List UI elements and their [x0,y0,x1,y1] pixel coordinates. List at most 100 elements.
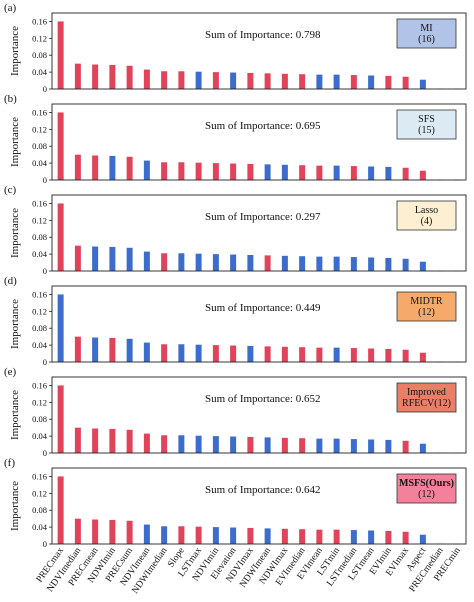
bar-PRECsum [126,338,133,362]
bar-EVImean [316,165,323,180]
bar-PRECmax [57,112,64,180]
y-axis-label: Importance [9,117,21,167]
bar-NDVImedian [74,245,81,271]
method-count: (15) [418,125,435,136]
bar-Slope [178,526,185,544]
bar-LSTmax [195,344,202,362]
bar-LSTmedian [350,257,357,271]
y-tick-label: 0.12 [32,33,47,43]
bar-Slope [178,162,185,180]
bar-NDVImin [212,72,219,89]
y-tick-label: 0.08 [32,232,47,242]
bar-NDWImedian [161,71,168,89]
bar-NDWImax [281,164,288,180]
bar-NDVImax [247,436,254,453]
y-tick-label: 0.16 [32,16,47,26]
bar-PRECsum [126,247,133,271]
bar-NDWImax [281,528,288,544]
y-tick-label: 0 [43,448,47,458]
y-tick-label: 0 [43,357,47,367]
plot-frame [51,285,467,363]
bar-PRECmean [92,155,99,180]
method-box [396,382,457,413]
y-tick-label: 0.16 [32,289,47,299]
bar-NDWImedian [161,435,168,453]
bar-Aspect [419,352,426,362]
bar-PRECmean [92,64,99,89]
y-tick-label: 0.12 [32,215,47,225]
bar-NDVImean [143,251,150,271]
method-box [396,18,457,49]
bar-Slope [178,435,185,453]
bar-LSTmean [368,530,375,544]
bar-NDVImean [143,160,150,180]
plot-frame [51,467,467,545]
panel-b: (b) Importance 0 0.04 0.08 0.12 0.16 Sum of Imp… [4,93,467,185]
bar-NDWImin [109,155,116,180]
bar-NDVImax [247,72,254,89]
bar-Elevation [230,72,237,89]
panel-e: (e) Importance 0 0.04 0.08 0.12 0.16 Sum of Imp… [4,366,467,458]
panel-letter: (e) [4,366,17,378]
panel-letter: (f) [4,457,15,469]
method-box [396,291,457,322]
bar-LSTmean [368,166,375,180]
bar-LSTmax [195,526,202,544]
panel-f: (f) Importance 0 0.04 0.08 0.12 0.16 Sum of Imp… [4,457,467,549]
sum-of-importance: Sum of Importance: 0.642 [205,484,320,496]
method-name: Lasso [415,205,438,216]
bar-LSTmin [333,347,340,362]
bar-EVImax [402,258,409,271]
bar-EVImin [385,530,392,544]
bar-Elevation [230,436,237,453]
panel-letter: (b) [4,93,17,105]
bar-LSTmin [333,529,340,544]
bar-NDVImax [247,345,254,362]
bar-NDWImin [109,64,116,89]
bar-PRECmean [92,246,99,271]
bar-LSTmedian [350,166,357,180]
bar-EVImin [385,348,392,362]
bar-EVImean [316,256,323,271]
bar-PRECmax [57,385,64,453]
y-axis-label: Importance [9,208,21,258]
bar-PRECsum [126,156,133,180]
y-tick-label: 0.04 [32,522,48,532]
bar-EVImax [402,349,409,362]
bar-NDWImedian [161,344,168,362]
y-tick-label: 0.08 [32,323,47,333]
bar-LSTmedian [350,530,357,544]
bar-NDWImedian [161,253,168,271]
method-name: MSFS(Ours) [399,478,454,489]
bar-NDWImin [109,337,116,362]
bar-Aspect [419,534,426,544]
y-tick-label: 0.04 [32,340,48,350]
panel-letter: (a) [4,2,17,14]
method-count: (4) [421,216,433,227]
bar-EVImedian [299,165,306,180]
bar-EVImin [385,257,392,271]
y-tick-label: 0.16 [32,107,47,117]
bar-NDWImin [109,246,116,271]
y-tick-label: 0.08 [32,50,47,60]
method-name: SFS [418,114,435,125]
method-count: (12) [418,307,435,318]
bar-PRECmax [57,21,64,90]
y-tick-label: 0.16 [32,471,47,481]
bar-PRECmean [92,428,99,453]
bar-Slope [178,344,185,362]
bar-Aspect [419,443,426,453]
bar-EVImean [316,74,323,89]
sum-of-importance: Sum of Importance: 0.652 [205,393,320,405]
bar-Slope [178,71,185,89]
bar-LSTmean [368,348,375,362]
bar-EVImax [402,76,409,89]
y-tick-label: 0.08 [32,141,47,151]
bar-PRECsum [126,520,133,544]
bar-NDWImean [264,528,271,544]
bar-Elevation [230,527,237,544]
bar-NDWImean [264,437,271,453]
plot-frame [51,12,467,90]
bar-LSTmax [195,71,202,89]
